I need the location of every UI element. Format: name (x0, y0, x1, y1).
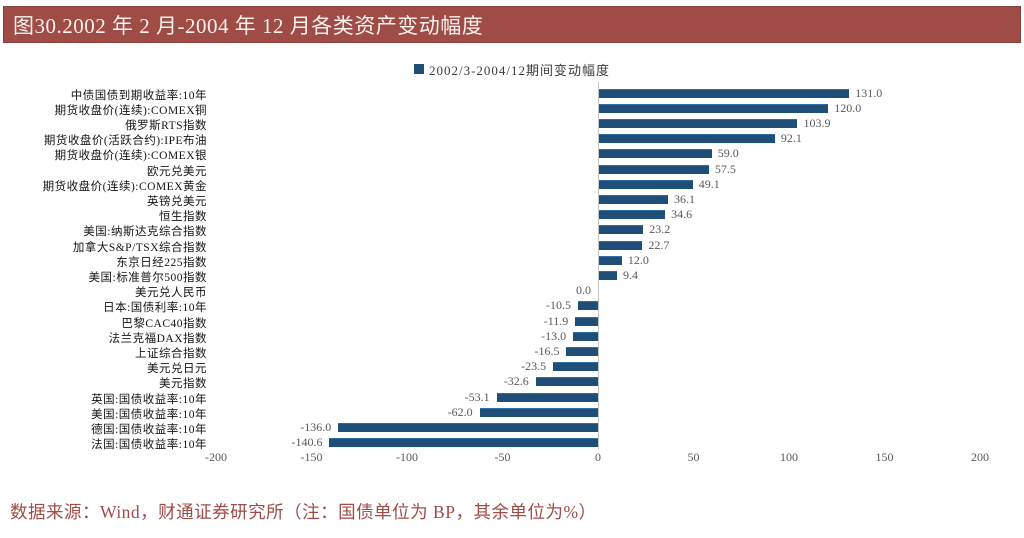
bar-value-label: -10.5 (545, 298, 571, 313)
bar (599, 240, 643, 250)
category-label: 法国:国债收益率:10年 (91, 439, 207, 452)
category-label: 中债国债到期收益率:10年 (70, 89, 207, 102)
bar-value-label: 59.0 (717, 146, 739, 161)
x-axis: -200 -150 -100 -50 0 50 100 150 200 (0, 450, 1024, 466)
legend-label: 2002/3-2004/12期间变动幅度 (428, 62, 611, 78)
bar-value-label: -62.0 (447, 404, 473, 419)
x-tick-label: 150 (875, 450, 894, 464)
bar-value-label: 12.0 (627, 252, 649, 267)
bar (496, 392, 598, 402)
bar-value-label: -16.5 (534, 343, 560, 358)
category-label: 巴黎CAC40指数 (121, 317, 207, 330)
bar (535, 377, 598, 387)
category-label: 期货收盘价(活跃合约):IPE布油 (43, 135, 207, 148)
bar (338, 423, 598, 432)
bar (599, 225, 644, 235)
bar-value-label: 120.0 (834, 100, 862, 115)
bar (566, 347, 598, 356)
bar (479, 407, 598, 417)
category-label: 日本:国债利率:10年 (103, 302, 207, 315)
bar-value-label: 23.2 (649, 222, 671, 237)
category-label: 美元兑日元 (147, 363, 207, 376)
category-label: 期货收盘价(连续):COMEX银 (54, 150, 207, 163)
category-label: 加拿大S&P/TSX综合指数 (72, 241, 207, 254)
figure-title-bar: 图30.2002 年 2 月-2004 年 12 月各类资产变动幅度 (3, 6, 1021, 43)
bar (329, 438, 598, 448)
bar (599, 271, 617, 280)
bar (599, 179, 693, 189)
x-tick-label: 0 (595, 450, 601, 464)
category-label: 英镑兑美元 (147, 195, 207, 208)
legend-marker-icon (413, 64, 424, 74)
bar-value-label: 57.5 (714, 161, 736, 176)
category-label: 美元兑人民币 (135, 287, 207, 300)
bar (599, 255, 622, 265)
bar-value-label: -13.0 (541, 328, 567, 343)
category-label: 美国:标准普尔500指数 (88, 271, 207, 284)
x-tick-label: -200 (205, 450, 227, 464)
bar-value-label: 92.1 (780, 131, 802, 146)
bar (575, 316, 598, 326)
bar-chart: 中债国债到期收益率:10年 131.0 期货收盘价(连续):COMEX铜 120.0 俄… (0, 82, 1024, 452)
x-tick-label: -50 (494, 450, 511, 464)
bar (599, 164, 709, 174)
bar-value-label: -53.1 (464, 389, 490, 404)
bar-value-label: 131.0 (855, 85, 883, 100)
figure-title: 图30.2002 年 2 月-2004 年 12 月各类资产变动幅度 (13, 13, 484, 38)
bar (599, 210, 666, 220)
bar (577, 301, 598, 311)
bar (599, 149, 712, 159)
bar-value-label: 9.4 (622, 267, 638, 282)
bar-value-label: 22.7 (648, 237, 670, 252)
category-label: 英国:国债收益率:10年 (91, 393, 207, 406)
bar (599, 103, 829, 113)
category-label: 德国:国债收益率:10年 (91, 423, 207, 436)
bar-value-label: 0.0 (576, 283, 591, 298)
category-label: 法兰克福DAX指数 (108, 332, 207, 345)
source-note: 数据来源：Wind，财通证券研究所（注：国债单位为 BP，其余单位为%） (10, 502, 597, 522)
bar (599, 134, 775, 144)
bar-value-label: -11.9 (543, 313, 569, 328)
category-label: 上证综合指数 (135, 347, 207, 360)
legend: 2002/3-2004/12期间变动幅度 (0, 60, 1024, 78)
bar-value-label: -32.6 (503, 374, 529, 389)
category-label: 美国:纳斯达克综合指数 (83, 226, 207, 239)
bar-value-label: -136.0 (300, 419, 332, 434)
category-label: 东京日经225指数 (116, 256, 207, 269)
bar-value-label: 103.9 (803, 115, 831, 130)
category-label: 欧元兑美元 (147, 165, 207, 178)
bar-value-label: -23.5 (521, 359, 547, 374)
bar-value-label: 49.1 (698, 176, 720, 191)
bar (553, 362, 598, 372)
bar (599, 195, 668, 204)
bar (599, 119, 798, 128)
bar (573, 331, 598, 341)
bar (599, 88, 850, 98)
category-label: 恒生指数 (159, 211, 207, 224)
x-tick-label: 200 (971, 450, 989, 464)
zero-axis-line (598, 82, 599, 450)
bar-value-label: 34.6 (671, 207, 693, 222)
category-label: 美元指数 (159, 378, 207, 391)
x-tick-label: 50 (687, 450, 700, 464)
bar-value-label: 36.1 (673, 191, 695, 206)
category-label: 期货收盘价(连续):COMEX黄金 (42, 180, 207, 193)
category-label: 期货收盘价(连续):COMEX铜 (54, 104, 207, 117)
category-label: 美国:国债收益率:10年 (91, 408, 207, 421)
bar-value-label: -140.6 (291, 435, 323, 450)
category-label: 俄罗斯RTS指数 (125, 119, 207, 132)
x-tick-label: -100 (396, 450, 418, 464)
x-tick-label: -150 (300, 450, 323, 464)
x-tick-label: 100 (780, 450, 798, 464)
